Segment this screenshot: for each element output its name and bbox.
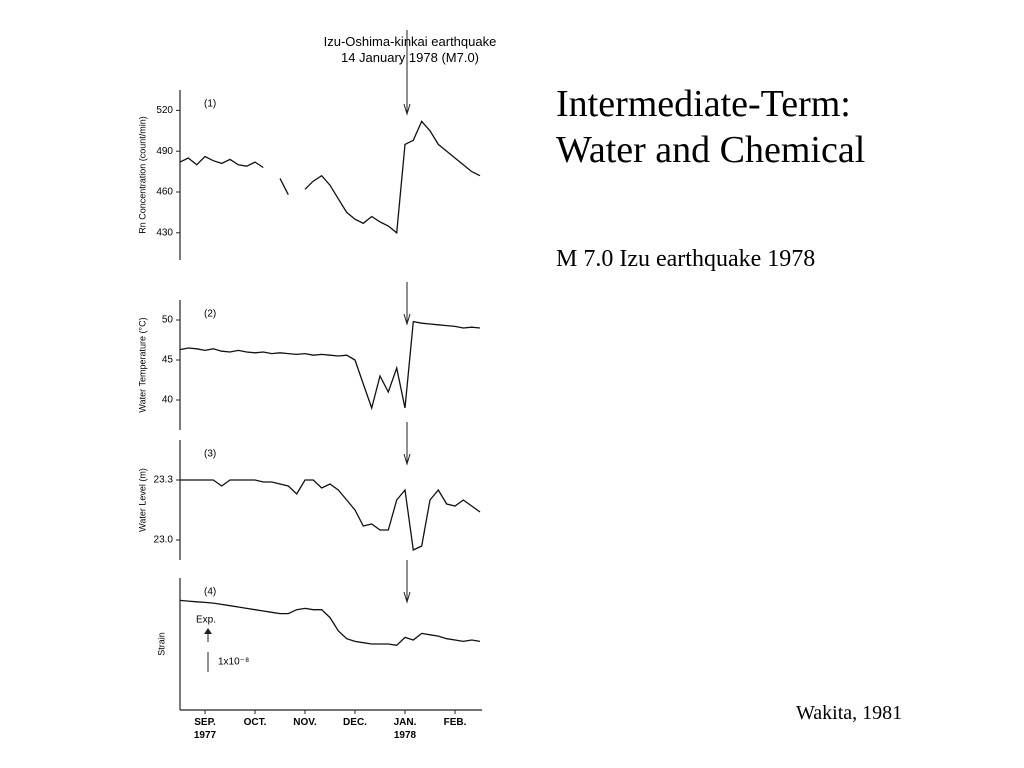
data-line	[179, 320, 481, 411]
annotation: 1x10⁻⁸	[218, 657, 249, 668]
event-arrow-head	[403, 591, 411, 604]
x-tick-label: JAN. 1978	[393, 717, 417, 741]
data-line	[179, 120, 481, 235]
panel-label: (3)	[204, 449, 216, 460]
slide-subtitle: M 7.0 Izu earthquake 1978	[556, 246, 816, 272]
panel-label: (2)	[204, 309, 216, 320]
y-tick-label: 45	[162, 355, 174, 366]
annotation: Exp.	[196, 615, 216, 626]
event-arrow-head	[403, 103, 411, 116]
x-tick-label: SEP. 1977	[193, 717, 217, 741]
y-tick-label: 23.3	[154, 475, 174, 486]
panel-label: (4)	[204, 587, 216, 598]
x-tick-label: NOV.	[293, 717, 317, 728]
panel-label: (1)	[204, 99, 216, 110]
x-tick-label: FEB.	[443, 717, 467, 728]
arrow-head	[204, 628, 212, 634]
y-axis-label: Water Level (m)	[137, 468, 147, 532]
event-arrow-head	[403, 313, 411, 326]
data-line	[180, 479, 481, 551]
event-arrow-head	[403, 453, 411, 466]
slide-title: Intermediate-Term: Water and Chemical	[556, 83, 866, 171]
y-tick-label: 50	[162, 315, 174, 326]
y-tick-label: 460	[156, 187, 173, 198]
y-axis-label: Strain	[156, 632, 166, 656]
x-tick-label: OCT.	[243, 717, 267, 728]
credit: Wakita, 1981	[796, 702, 903, 724]
x-tick-label: DEC.	[343, 717, 367, 728]
y-tick-label: 430	[156, 227, 173, 238]
y-tick-label: 490	[156, 146, 173, 157]
y-axis-label: Rn Concentration (count/min)	[137, 116, 147, 234]
y-tick-label: 23.0	[154, 535, 174, 546]
y-tick-label: 520	[156, 105, 173, 116]
figure-title: Izu-Oshima-kinkai earthquake 14 January …	[323, 34, 497, 66]
y-axis-label: Water Temperature (°C)	[137, 317, 147, 412]
y-tick-label: 40	[162, 395, 174, 406]
data-line	[179, 599, 481, 646]
